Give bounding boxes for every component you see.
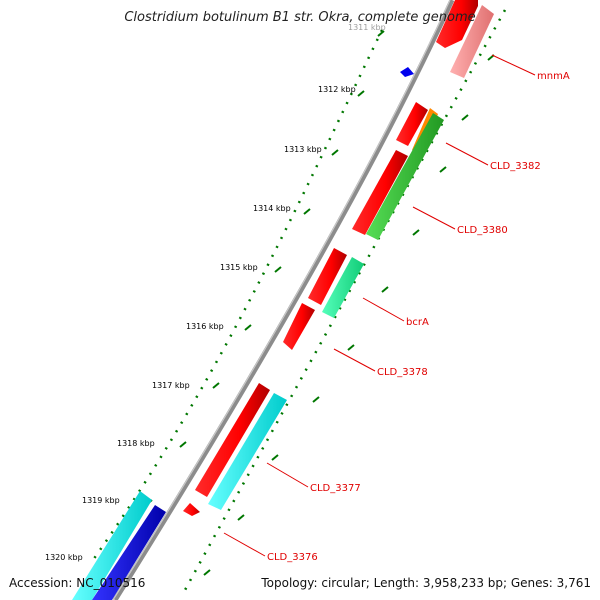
kbp-label-1313: 1313 kbp: [284, 145, 322, 154]
gene-labels: mnmA CLD_3382 CLD_3380 bcrA CLD_3378 CLD…: [267, 71, 570, 563]
kbp-label-1312: 1312 kbp: [318, 85, 356, 94]
gene-label-bcra: bcrA: [406, 317, 429, 328]
kbp-labels: 1311 kbp 1312 kbp 1313 kbp 1314 kbp 1315…: [45, 23, 386, 562]
genome-backbone-highlight: [112, 0, 451, 600]
gene-block-mnma-pink: [450, 5, 494, 78]
kbp-label-1314: 1314 kbp: [253, 204, 291, 213]
gene-label-cld3377: CLD_3377: [310, 483, 361, 494]
gene-block-cld3377-cyan: [208, 393, 287, 510]
gene-block-blue-lower: [92, 505, 166, 600]
gene-arrow-cld3380-red: [352, 150, 408, 235]
gene-block-bcra-teal: [322, 257, 364, 318]
map-title: Clostridium botulinum B1 str. Okra, comp…: [124, 10, 475, 25]
gene-label-cld3378: CLD_3378: [377, 367, 428, 378]
gene-label-cld3382: CLD_3382: [490, 161, 541, 172]
gene-label-mnma: mnmA: [537, 71, 570, 82]
accession-label: Accession: NC_010516: [9, 576, 145, 590]
gene-block-cyan-lower: [72, 491, 152, 600]
kbp-label-1316: 1316 kbp: [186, 322, 224, 331]
inner-major-ticks: [203, 54, 495, 576]
gene-arrow-cld3377-red: [195, 383, 270, 497]
kbp-label-1317: 1317 kbp: [152, 381, 190, 390]
gene-arrow-bcra-red: [308, 248, 347, 305]
kbp-label-1319: 1319 kbp: [82, 496, 120, 505]
kbp-label-1311: 1311 kbp: [348, 23, 386, 32]
gene-block-top-red: [436, 0, 478, 48]
outer-tick-ring: [91, 29, 384, 561]
inner-tick-ring: [183, 9, 507, 591]
topology-label: Topology: circular; Length: 3,958,233 bp…: [260, 576, 591, 590]
gene-label-cld3380: CLD_3380: [457, 225, 508, 236]
gene-leader-lines: [223, 54, 536, 557]
genome-backbone: [112, 0, 455, 600]
gene-arrow-cld3382-red: [396, 102, 428, 146]
gene-arrow-cld3378-red: [283, 303, 315, 350]
gene-arrow-cld3376-red: [183, 503, 200, 516]
kbp-label-1315: 1315 kbp: [220, 263, 258, 272]
kbp-label-1320: 1320 kbp: [45, 553, 83, 562]
kbp-label-1318: 1318 kbp: [117, 439, 155, 448]
gene-arrow-blue-small: [400, 67, 414, 77]
gene-label-cld3376: CLD_3376: [267, 552, 318, 563]
gene-block-cld3380-green: [366, 113, 444, 240]
